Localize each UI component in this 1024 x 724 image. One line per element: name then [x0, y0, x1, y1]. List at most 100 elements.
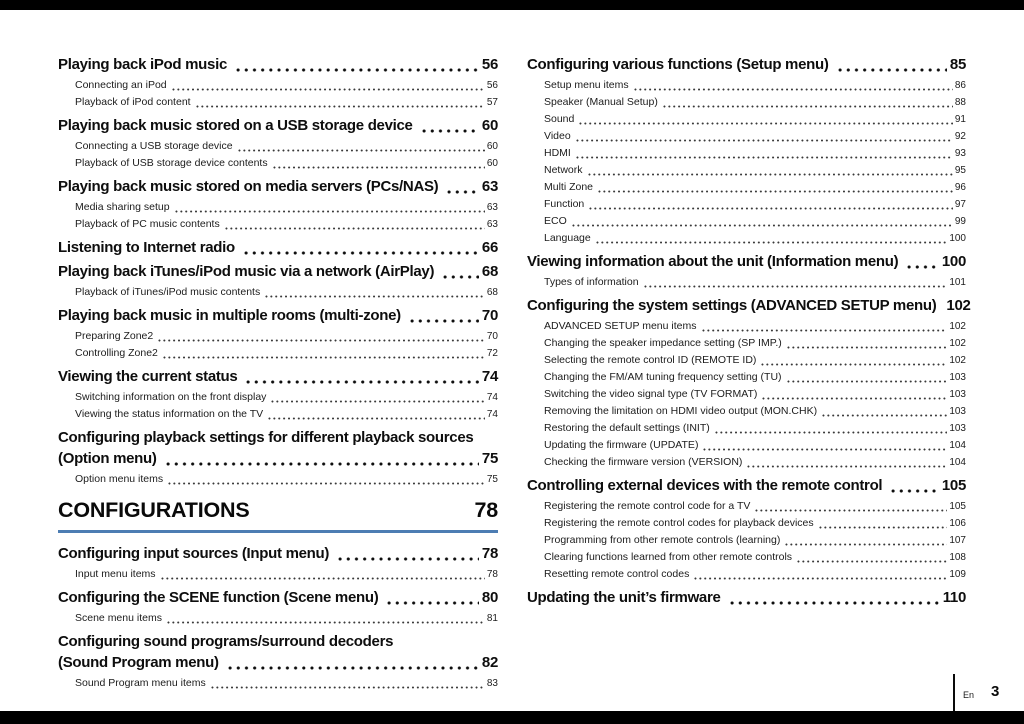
toc-subentry[interactable]: Video 92 [527, 128, 966, 145]
toc-subentry-title: Sound [544, 113, 575, 125]
dot-leader [165, 621, 485, 624]
toc-entry[interactable]: (Sound Program menu) 82 [58, 653, 498, 672]
toc-entry-title: Configuring the SCENE function (Scene me… [58, 589, 379, 606]
toc-subentry-page-number: 63 [486, 202, 498, 213]
toc-entry[interactable]: (Option menu) 75 [58, 449, 498, 468]
toc-subentry[interactable]: Sound Program menu items 83 [58, 675, 498, 692]
dot-leader [209, 686, 485, 689]
toc-subentry[interactable]: Input menu items 78 [58, 566, 498, 583]
toc-entry[interactable]: Playing back music stored on a USB stora… [58, 116, 498, 135]
toc-entry[interactable]: Configuring input sources (Input menu) 78 [58, 544, 498, 563]
toc-subentry[interactable]: Connecting a USB storage device 60 [58, 138, 498, 155]
toc-subentry[interactable]: Connecting an iPod 56 [58, 77, 498, 94]
dot-leader [632, 88, 953, 91]
dot-leader [159, 577, 485, 580]
toc-entry[interactable]: Configuring the SCENE function (Scene me… [58, 588, 498, 607]
toc-subentry[interactable]: HDMI 93 [527, 145, 966, 162]
toc-subentry-page-number: 103 [949, 372, 966, 383]
dot-leader [578, 122, 953, 125]
toc-entry[interactable]: Viewing the current status 74 [58, 367, 498, 386]
toc-subentry-title: Changing the speaker impedance setting (… [544, 337, 782, 349]
toc-subentry[interactable]: Registering the remote control code for … [527, 498, 966, 515]
toc-subentry[interactable]: ADVANCED SETUP menu items 102 [527, 318, 966, 335]
toc-subentry[interactable]: ECO 99 [527, 213, 966, 230]
toc-entry-title: Configuring input sources (Input menu) [58, 545, 330, 562]
toc-entry[interactable]: Playing back iPod music 56 [58, 55, 498, 74]
toc-entry[interactable]: Viewing information about the unit (Info… [527, 252, 966, 271]
toc-entry[interactable]: Playing back music stored on media serve… [58, 177, 498, 196]
toc-entry-page-number: 105 [941, 477, 966, 494]
toc-subentry[interactable]: Switching information on the front displ… [58, 389, 498, 406]
toc-entry-title-line1: Configuring playback settings for differ… [58, 429, 474, 446]
toc-subentry[interactable]: Selecting the remote control ID (REMOTE … [527, 352, 966, 369]
toc-subentry-page-number: 105 [949, 501, 966, 512]
toc-subentry[interactable]: Controlling Zone2 72 [58, 345, 498, 362]
toc-subentry[interactable]: Changing the speaker impedance setting (… [527, 335, 966, 352]
toc-subentry[interactable]: Updating the firmware (UPDATE) 104 [527, 437, 966, 454]
dot-leader [785, 346, 948, 349]
toc-subentry[interactable]: Language 100 [527, 230, 966, 247]
toc-subentry-title: Changing the FM/AM tuning frequency sett… [544, 371, 782, 383]
toc-entry[interactable]: Listening to Internet radio 66 [58, 238, 498, 257]
dot-leader [700, 329, 948, 332]
toc-subentry[interactable]: Function 97 [527, 196, 966, 213]
toc-subentry[interactable]: Network 95 [527, 162, 966, 179]
toc-subentry[interactable]: Types of information 101 [527, 274, 966, 291]
dot-leader [270, 400, 485, 403]
toc-subentry[interactable]: Playback of PC music contents 63 [58, 216, 498, 233]
toc-entry[interactable]: Configuring various functions (Setup men… [527, 55, 966, 74]
toc-entry-title: Playing back music stored on media serve… [58, 178, 439, 195]
toc-entry[interactable]: Playing back iTunes/iPod music via a net… [58, 262, 498, 281]
chapter-heading[interactable]: CONFIGURATIONS 78 [58, 498, 498, 533]
toc-subentry[interactable]: Multi Zone 96 [527, 179, 966, 196]
toc-subentry[interactable]: Setup menu items 86 [527, 77, 966, 94]
toc-subentry-page-number: 104 [949, 457, 966, 468]
toc-subentry[interactable]: Changing the FM/AM tuning frequency sett… [527, 369, 966, 386]
toc-subentry[interactable]: Removing the limitation on HDMI video ou… [527, 403, 966, 420]
dot-leader [163, 462, 479, 466]
toc-subentry[interactable]: Speaker (Manual Setup) 88 [527, 94, 966, 111]
toc-subentry[interactable]: Switching the video signal type (TV FORM… [527, 386, 966, 403]
dot-leader [661, 105, 953, 108]
toc-entry[interactable]: Controlling external devices with the re… [527, 476, 966, 495]
chapter-page-number: 78 [474, 498, 498, 522]
toc-subentry-title: Scene menu items [75, 612, 162, 624]
dot-leader [407, 319, 479, 323]
toc-subentry[interactable]: Programming from other remote controls (… [527, 532, 966, 549]
toc-subentry[interactable]: Scene menu items 81 [58, 610, 498, 627]
toc-entry-page-number: 60 [481, 117, 498, 134]
dot-leader [754, 509, 948, 512]
toc-subentry[interactable]: Clearing functions learned from other re… [527, 549, 966, 566]
dot-leader [574, 139, 953, 142]
dot-leader [586, 173, 953, 176]
toc-subentry[interactable]: Resetting remote control codes 109 [527, 566, 966, 583]
toc-subentry-page-number: 72 [486, 348, 498, 359]
toc-entry-page-number: 102 [946, 297, 971, 314]
dot-leader [574, 156, 953, 159]
toc-subentry[interactable]: Option menu items 75 [58, 471, 498, 488]
letterbox-top [0, 0, 1024, 10]
toc-subentry[interactable]: Registering the remote control codes for… [527, 515, 966, 532]
toc-subentry[interactable]: Playback of iTunes/iPod music contents 68 [58, 284, 498, 301]
toc-entry-page-number: 82 [481, 654, 498, 671]
toc-subentry-title: Controlling Zone2 [75, 347, 158, 359]
toc-entry[interactable]: Updating the unit’s firmware 110 [527, 588, 966, 607]
toc-subentry[interactable]: Checking the firmware version (VERSION) 1… [527, 454, 966, 471]
dot-leader [761, 397, 948, 400]
toc-entry[interactable]: Configuring the system settings (ADVANCE… [527, 296, 971, 315]
toc-subentry-title: Language [544, 232, 591, 244]
toc-subentry[interactable]: Media sharing setup 63 [58, 199, 498, 216]
toc-subentry-title: Programming from other remote controls (… [544, 534, 781, 546]
dot-leader [157, 339, 485, 342]
toc-subentry[interactable]: Viewing the status information on the TV… [58, 406, 498, 423]
toc-subentry[interactable]: Sound 91 [527, 111, 966, 128]
toc-subentry[interactable]: Playback of USB storage device contents 6… [58, 155, 498, 172]
toc-subentry-title: Checking the firmware version (VERSION) [544, 456, 743, 468]
toc-entry-title: Playing back music stored on a USB stora… [58, 117, 413, 134]
toc-subentry[interactable]: Restoring the default settings (INIT) 103 [527, 420, 966, 437]
toc-subentry[interactable]: Preparing Zone2 70 [58, 328, 498, 345]
toc-entry[interactable]: Playing back music in multiple rooms (mu… [58, 306, 498, 325]
toc-subentry-page-number: 56 [486, 80, 498, 91]
toc-subentry[interactable]: Playback of iPod content 57 [58, 94, 498, 111]
toc-entry-title: (Option menu) [58, 450, 157, 467]
